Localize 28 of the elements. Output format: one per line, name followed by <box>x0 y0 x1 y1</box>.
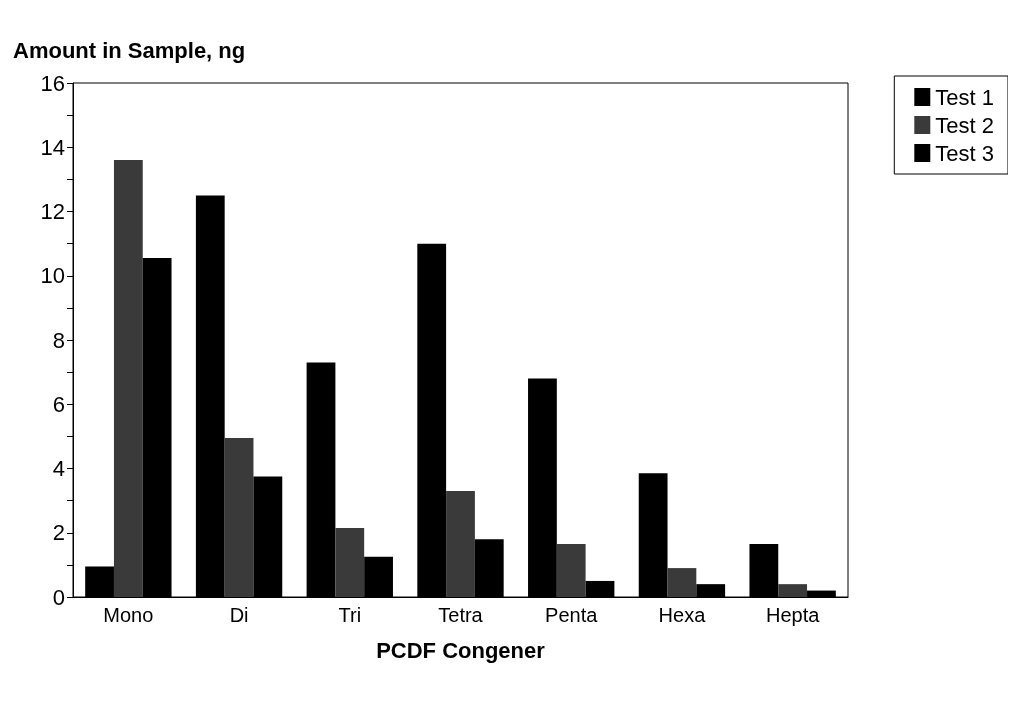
y-tick-label: 12 <box>40 199 65 224</box>
bar <box>113 160 143 597</box>
bar <box>335 527 365 597</box>
legend-label: Test 3 <box>935 140 995 166</box>
bar <box>224 437 254 597</box>
bar <box>667 568 697 597</box>
y-tick-label: 8 <box>52 327 65 353</box>
y-tick-label: 6 <box>52 391 65 417</box>
legend-label: Test 2 <box>935 112 995 138</box>
y-tick-label: 10 <box>40 263 65 289</box>
y-tick-label: 0 <box>52 584 65 610</box>
y-tick-label: 16 <box>40 70 65 96</box>
x-tick-label: Hepta <box>765 604 821 626</box>
x-tick-label: Tri <box>338 604 362 626</box>
bar <box>446 490 475 597</box>
y-axis-title: Amount in Sample, ng <box>13 37 246 63</box>
x-tick-label: Mono <box>103 604 154 626</box>
x-tick-label: Di <box>229 604 249 626</box>
legend-label: Test 1 <box>935 84 995 110</box>
y-tick-label: 14 <box>40 134 65 160</box>
x-tick-label: Hexa <box>658 604 707 626</box>
x-tick-label: Penta <box>545 604 599 626</box>
x-tick-label: Tetra <box>438 604 484 626</box>
bar <box>556 543 586 597</box>
y-tick-label: 4 <box>52 456 65 481</box>
y-tick-label: 2 <box>52 520 65 546</box>
x-axis-title: PCDF Congener <box>376 637 546 663</box>
bar <box>778 584 808 597</box>
